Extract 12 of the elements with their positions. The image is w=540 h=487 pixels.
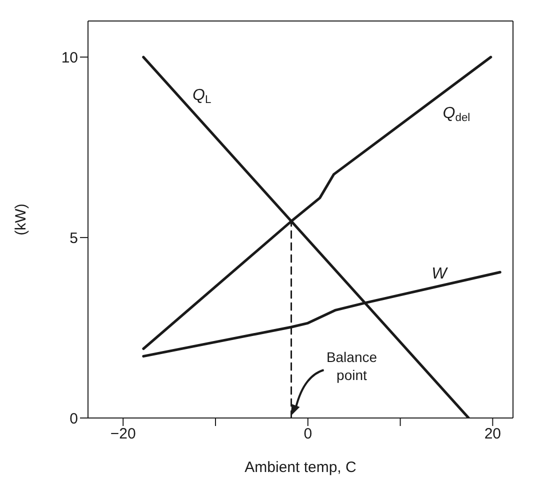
x-axis-title: Ambient temp, C — [244, 459, 357, 476]
y-axis-title: (kW) — [12, 204, 30, 236]
y-tick-label: 0 — [70, 410, 78, 428]
series-label: Q$_{del}$ — [442, 104, 470, 124]
x-tick-label: 0 — [304, 426, 312, 443]
y-tick-label: 5 — [70, 230, 78, 247]
y-tick-label: 10 — [61, 49, 78, 66]
annotation: Balance point — [326, 349, 378, 383]
series-label: Q$_{L}$ — [192, 86, 212, 106]
x-tick-label: 20 — [484, 426, 502, 443]
series-label: W — [432, 266, 449, 283]
x-tick-label: −20 — [110, 426, 136, 443]
